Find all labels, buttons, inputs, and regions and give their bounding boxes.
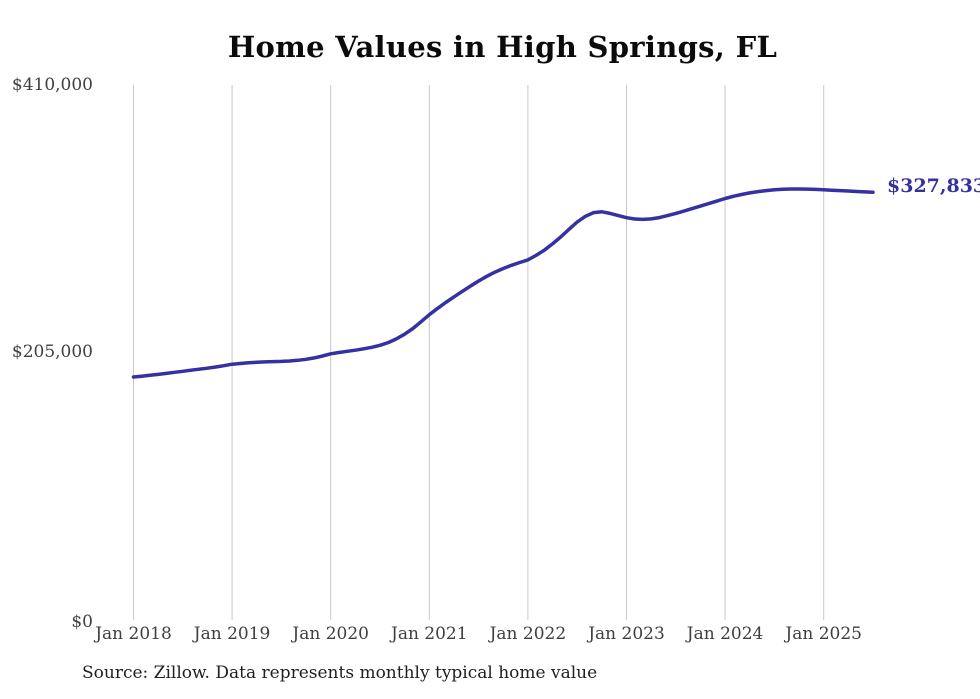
x-tick-label: Jan 2025 — [785, 624, 862, 644]
x-tick-label: Jan 2024 — [686, 624, 764, 644]
x-tick-label: Jan 2018 — [95, 624, 172, 644]
series-line — [131, 187, 875, 379]
y-tick-label: $0 — [71, 612, 93, 632]
x-tick-label: Jan 2023 — [588, 624, 665, 644]
latest-value-label: $327,833 — [887, 175, 980, 197]
x-tick-label: Jan 2021 — [391, 624, 468, 644]
source-note: Source: Zillow. Data represents monthly … — [82, 663, 598, 683]
y-tick-label: $410,000 — [11, 75, 93, 95]
x-tick-label: Jan 2019 — [193, 624, 271, 644]
chart-title: Home Values in High Springs, FL — [227, 30, 778, 64]
y-tick-label: $205,000 — [11, 342, 93, 362]
x-tick-label: Jan 2020 — [292, 624, 369, 644]
vertical-gridlines — [133, 85, 825, 620]
x-tick-label: Jan 2022 — [489, 624, 567, 644]
